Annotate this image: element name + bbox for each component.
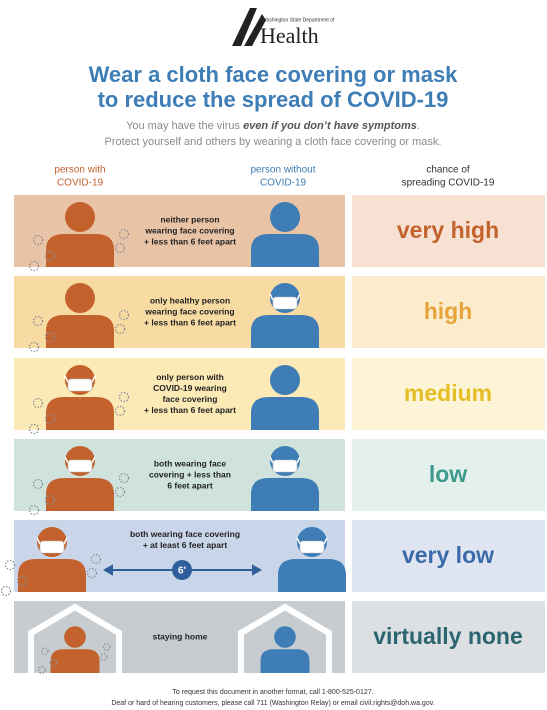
face-mask bbox=[40, 541, 64, 553]
row-description: only healthy person bbox=[150, 295, 230, 305]
risk-level: virtually none bbox=[373, 623, 523, 649]
row-description: 6 feet apart bbox=[167, 480, 213, 490]
person-head bbox=[64, 626, 86, 648]
column-header: COVID-19 bbox=[57, 178, 104, 189]
row-description: face covering bbox=[163, 394, 218, 404]
risk-level: low bbox=[429, 461, 467, 487]
distance-label: 6' bbox=[178, 566, 186, 577]
row-description: only person with bbox=[156, 372, 224, 382]
risk-level: very low bbox=[402, 542, 494, 568]
row-description: COVID-19 wearing bbox=[153, 383, 227, 393]
person-body bbox=[46, 478, 114, 511]
face-mask bbox=[68, 379, 92, 391]
footer-line: Deaf or hard of hearing customers, pleas… bbox=[111, 700, 434, 707]
subtitle: You may have the virus even if you don’t… bbox=[126, 120, 420, 132]
person-body bbox=[251, 397, 319, 430]
face-mask bbox=[300, 541, 324, 553]
face-mask bbox=[273, 460, 297, 472]
subtitle-text: You may have the virus bbox=[126, 120, 243, 132]
title-line: to reduce the spread of COVID-19 bbox=[98, 87, 449, 112]
page: Washington State Department of Health We… bbox=[0, 0, 547, 710]
column-header: chance of bbox=[426, 165, 470, 176]
agency: Health bbox=[260, 23, 319, 48]
subtitle-emphasis: even if you don’t have symptoms bbox=[243, 120, 417, 132]
footer-line: To request this document in another form… bbox=[172, 689, 373, 696]
row-description: + less than 6 feet apart bbox=[144, 405, 236, 415]
column-header: person with bbox=[54, 165, 105, 176]
column-header: spreading COVID-19 bbox=[402, 178, 495, 189]
person-body bbox=[251, 234, 319, 267]
row-description: both wearing face covering bbox=[130, 529, 240, 539]
person-head bbox=[270, 202, 300, 232]
row-description: + less than 6 feet apart bbox=[144, 236, 236, 246]
person-head bbox=[274, 626, 296, 648]
subtitle: Protect yourself and others by wearing a… bbox=[105, 136, 442, 148]
person-head bbox=[65, 202, 95, 232]
person-body bbox=[18, 559, 86, 592]
row-description: neither person bbox=[160, 214, 219, 224]
row-description: covering + less than bbox=[149, 469, 231, 479]
row-description: + at least 6 feet apart bbox=[143, 540, 228, 550]
row-description: both wearing face bbox=[154, 458, 227, 468]
face-mask bbox=[68, 460, 92, 472]
person-body bbox=[261, 649, 310, 673]
row-description: wearing face covering bbox=[144, 225, 234, 235]
person-body bbox=[278, 559, 346, 592]
person-body bbox=[251, 315, 319, 348]
person-body bbox=[51, 649, 100, 673]
face-mask bbox=[273, 297, 297, 309]
person-body bbox=[46, 315, 114, 348]
person-body bbox=[46, 234, 114, 267]
row-description: staying home bbox=[153, 631, 208, 641]
person-body bbox=[46, 397, 114, 430]
risk-level: very high bbox=[397, 217, 499, 243]
risk-level: medium bbox=[404, 380, 492, 406]
risk-level: high bbox=[424, 298, 473, 324]
row-description: wearing face covering bbox=[144, 306, 234, 316]
row-description: + less than 6 feet apart bbox=[144, 317, 236, 327]
person-body bbox=[251, 478, 319, 511]
subtitle-text: . bbox=[417, 120, 420, 132]
column-header: person without bbox=[250, 165, 315, 176]
column-header: COVID-19 bbox=[260, 178, 307, 189]
person-head bbox=[270, 365, 300, 395]
title-line: Wear a cloth face covering or mask bbox=[89, 62, 459, 87]
person-head bbox=[65, 283, 95, 313]
